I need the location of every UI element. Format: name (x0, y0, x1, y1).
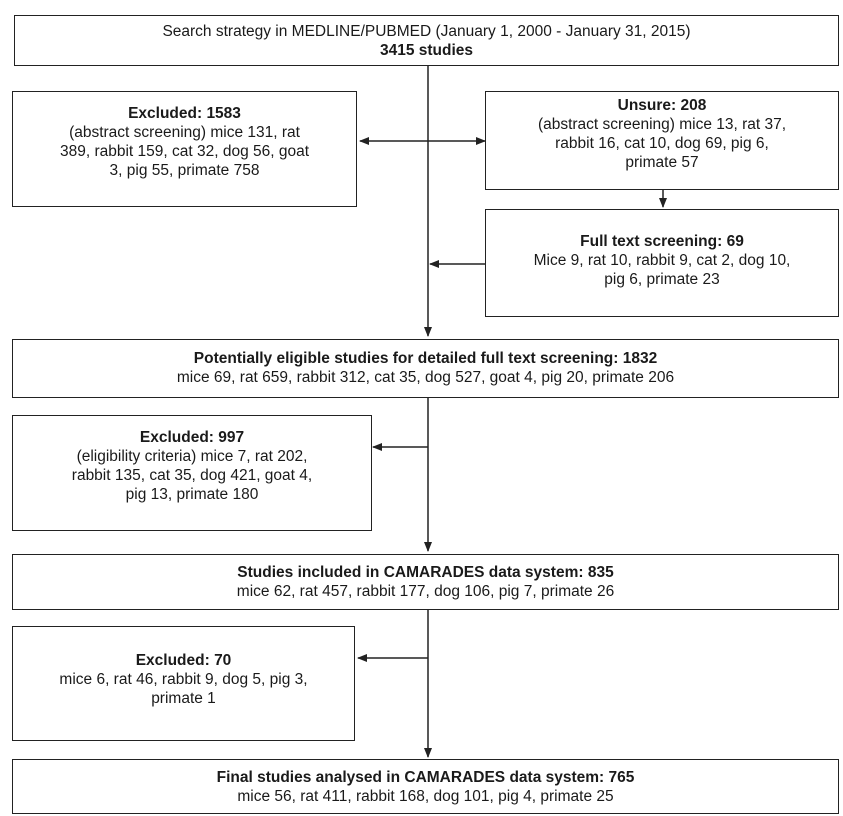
excluded-abstract-title: Excluded: 1583 (128, 105, 241, 122)
included-studies-box: Studies included in CAMARADES data syste… (12, 554, 839, 610)
unsure-line1: (abstract screening) mice 13, rat 37, (537, 116, 787, 133)
fulltext-screening-box: Full text screening: 69 Mice 9, rat 10, … (485, 209, 839, 317)
eligible-studies-title: Potentially eligible studies for detaile… (193, 350, 658, 367)
excluded-eligibility-line1: (eligibility criteria) mice 7, rat 202, (76, 448, 308, 465)
excluded-abstract-box: Excluded: 1583 (abstract screening) mice… (12, 91, 357, 207)
unsure-line2: rabbit 16, cat 10, dog 69, pig 6, (555, 135, 769, 152)
excluded-eligibility-box: Excluded: 997 (eligibility criteria) mic… (12, 415, 372, 531)
search-strategy-line: Search strategy in MEDLINE/PUBMED (Janua… (162, 23, 691, 40)
fulltext-screening-title: Full text screening: 69 (580, 233, 744, 250)
unsure-title: Unsure: 208 (617, 97, 707, 114)
excluded-eligibility-line2: rabbit 135, cat 35, dog 421, goat 4, (71, 467, 313, 484)
excluded-abstract-line3: 3, pig 55, primate 758 (109, 162, 260, 179)
unsure-line3: primate 57 (625, 154, 699, 171)
unsure-box: Unsure: 208 (abstract screening) mice 13… (485, 91, 839, 190)
fulltext-screening-line2: pig 6, primate 23 (604, 271, 720, 288)
excluded-final-line2: primate 1 (151, 690, 216, 707)
included-studies-line1: mice 62, rat 457, rabbit 177, dog 106, p… (236, 583, 615, 600)
excluded-eligibility-line3: pig 13, primate 180 (125, 486, 259, 503)
final-studies-line1: mice 56, rat 411, rabbit 168, dog 101, p… (237, 788, 614, 805)
excluded-abstract-line2: 389, rabbit 159, cat 32, dog 56, goat (59, 143, 310, 160)
excluded-final-line1: mice 6, rat 46, rabbit 9, dog 5, pig 3, (59, 671, 308, 688)
excluded-final-title: Excluded: 70 (135, 652, 232, 669)
final-studies-title: Final studies analysed in CAMARADES data… (216, 769, 635, 786)
search-strategy-count: 3415 studies (379, 42, 474, 59)
search-strategy-box: Search strategy in MEDLINE/PUBMED (Janua… (14, 15, 839, 66)
eligible-studies-box: Potentially eligible studies for detaile… (12, 339, 839, 398)
excluded-eligibility-title: Excluded: 997 (139, 429, 245, 446)
final-studies-box: Final studies analysed in CAMARADES data… (12, 759, 839, 814)
included-studies-title: Studies included in CAMARADES data syste… (237, 564, 614, 581)
excluded-final-box: Excluded: 70 mice 6, rat 46, rabbit 9, d… (12, 626, 355, 741)
excluded-abstract-line1: (abstract screening) mice 131, rat (69, 124, 300, 141)
fulltext-screening-line1: Mice 9, rat 10, rabbit 9, cat 2, dog 10, (533, 252, 791, 269)
eligible-studies-line1: mice 69, rat 659, rabbit 312, cat 35, do… (176, 369, 675, 386)
